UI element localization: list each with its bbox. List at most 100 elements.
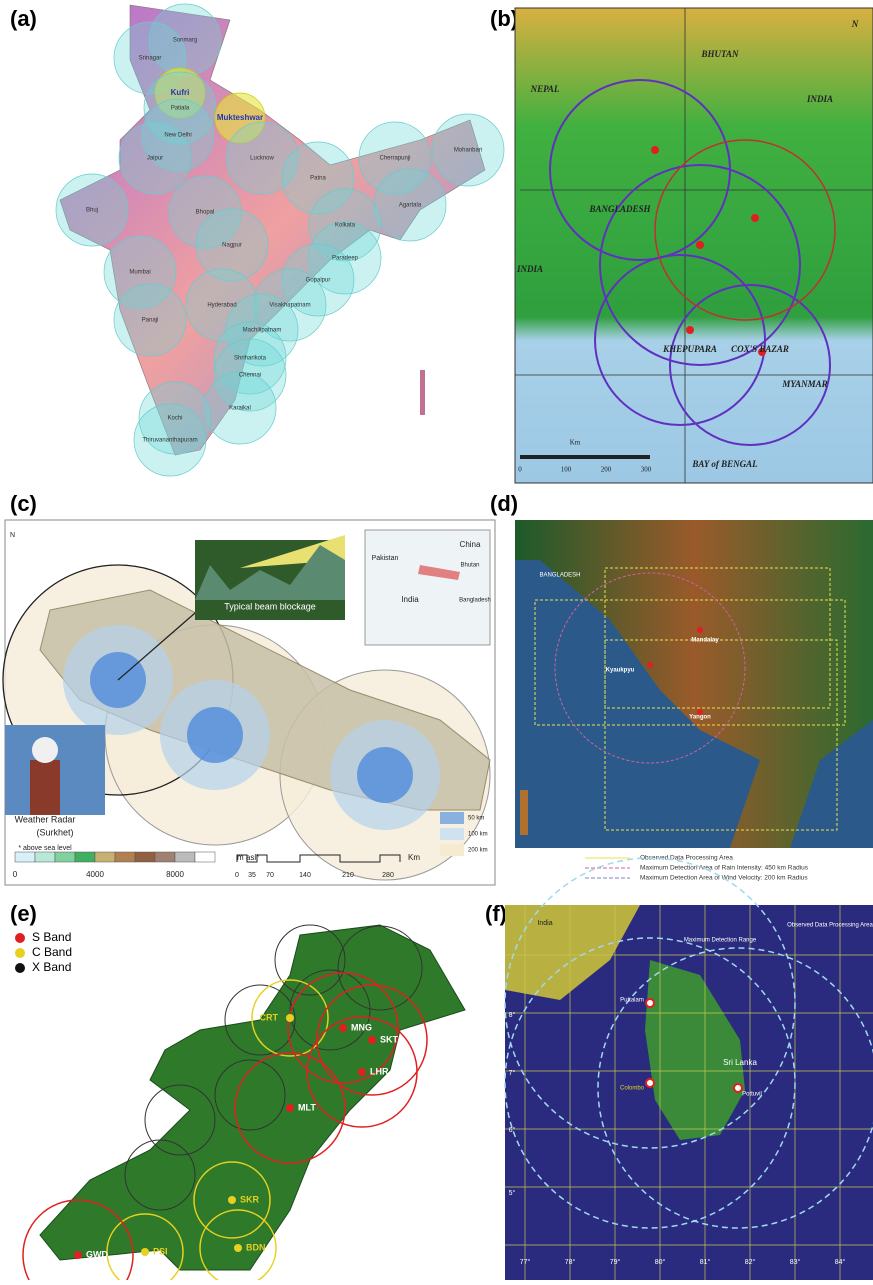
map-label: 210 [342,872,354,879]
panel-label: (c) [10,491,37,516]
radar-site [234,1244,242,1252]
map-label: 4000 [86,870,104,879]
map-label: INDIA [806,94,833,104]
scale-bar [520,455,650,459]
map-label: Pottuvil [742,1092,762,1098]
map-label: Kyaukpyu [606,668,635,674]
map-label: Kolkata [335,223,356,229]
legend-swatch [440,828,464,840]
radar-site [358,1068,366,1076]
map-label: CRT [260,1012,279,1022]
map-label: Karaikal [229,406,251,412]
map-label: m asl* [237,853,259,862]
map-label: 200 km [468,848,488,854]
figure: (a) (b) (c) (d) (e) (f) Srinagar Sonmarg Kufri Pa… [0,0,873,1280]
radar-site [646,1079,654,1087]
map-label: Weather Radar [15,814,76,824]
map-label: 80° [655,1258,666,1266]
map-label: BAY of BENGAL [691,459,758,469]
legend-dot [15,933,25,943]
radar-range-50km [357,747,413,803]
radar-site [286,1104,294,1112]
radar-site [647,662,653,668]
map-label: Sonmarg [173,38,197,44]
radar-dome [32,737,58,763]
map-label: 7° [509,1069,516,1077]
map-label: 8° [509,1011,516,1019]
panel-label: (d) [490,491,518,516]
map-label: 82° [745,1258,756,1266]
legend-swatch [440,812,464,824]
panel-label: (f) [485,901,507,926]
map-label: 0 [518,466,522,474]
map-label: 50 km [468,816,484,822]
map-label: China [460,540,481,549]
map-label: 100 [561,466,572,474]
map-label: Puttalam [620,998,644,1004]
panel-label: (a) [10,6,37,31]
map-label: BHUTAN [700,49,739,59]
map-label: Typical beam blockage [224,601,316,611]
map-label: 100 km [468,832,488,838]
radar-site [696,241,704,249]
map-label: 83° [790,1258,801,1266]
map-label: LHR [370,1066,389,1076]
map-label: MNG [351,1022,372,1032]
map-label: Bangladesh [459,598,491,604]
elevation-key [195,852,215,862]
legend-swatch [440,844,464,856]
radar-site [646,999,654,1007]
radar-site [74,1251,82,1259]
radar-site [751,214,759,222]
map-label: KHEPUPARA [662,344,717,354]
map-label: 35 [248,872,256,879]
map-label: New Delhi [164,133,191,139]
map-label: Mumbai [129,270,150,276]
map-label: BANGLADESH [539,573,580,579]
map-label: 84° [835,1258,846,1266]
map-label: SKT [380,1034,399,1044]
map-label: Kochi [167,416,182,422]
elevation-key [75,852,95,862]
elevation-key [520,790,528,835]
map-label: 140 [299,872,311,879]
elevation-key [95,852,115,862]
panel-label: (b) [490,6,518,31]
map-label: Bhutan [460,563,479,569]
map-label: GWD [86,1249,108,1259]
radar-site [339,1024,347,1032]
radar-photo-tower [30,760,60,815]
map-label: N [851,19,859,29]
radar-site [651,146,659,154]
map-label: Bhopal [196,210,215,216]
radar-site [286,1014,294,1022]
map-label: Observed Data Processing Area [787,923,873,929]
map-label: * above sea level [18,845,72,852]
elevation-key [35,852,55,862]
map-label: Mukteshwar [217,113,263,122]
map-label: Kufri [171,88,190,97]
map-label: India [537,920,552,927]
map-label: Srinagar [139,56,162,62]
map-label: Patiala [171,106,190,112]
radar-site [368,1036,376,1044]
map-label: S Band [32,930,71,944]
map-label: 78° [565,1258,576,1266]
elevation-key [155,852,175,862]
map-label: Colombo [620,1086,645,1092]
map-label: BANGLADESH [588,204,651,214]
radar-site [228,1196,236,1204]
map-label: Panaji [142,318,159,324]
map-label: Shriharikota [234,356,267,362]
radar-range-50km [187,707,243,763]
map-label: Agartala [399,203,422,209]
map-label: Thiruvananthapuram [142,438,197,444]
panel-label: (e) [10,901,37,926]
map-label: Maximum Detection Area of Rain Intensity… [640,865,809,872]
map-label: (Surkhet) [36,827,73,837]
map-label: 8000 [166,870,184,879]
map-label: 79° [610,1258,621,1266]
map-label: 300 [641,466,652,474]
map-label: INDIA [516,264,543,274]
map-label: SKR [240,1194,260,1204]
